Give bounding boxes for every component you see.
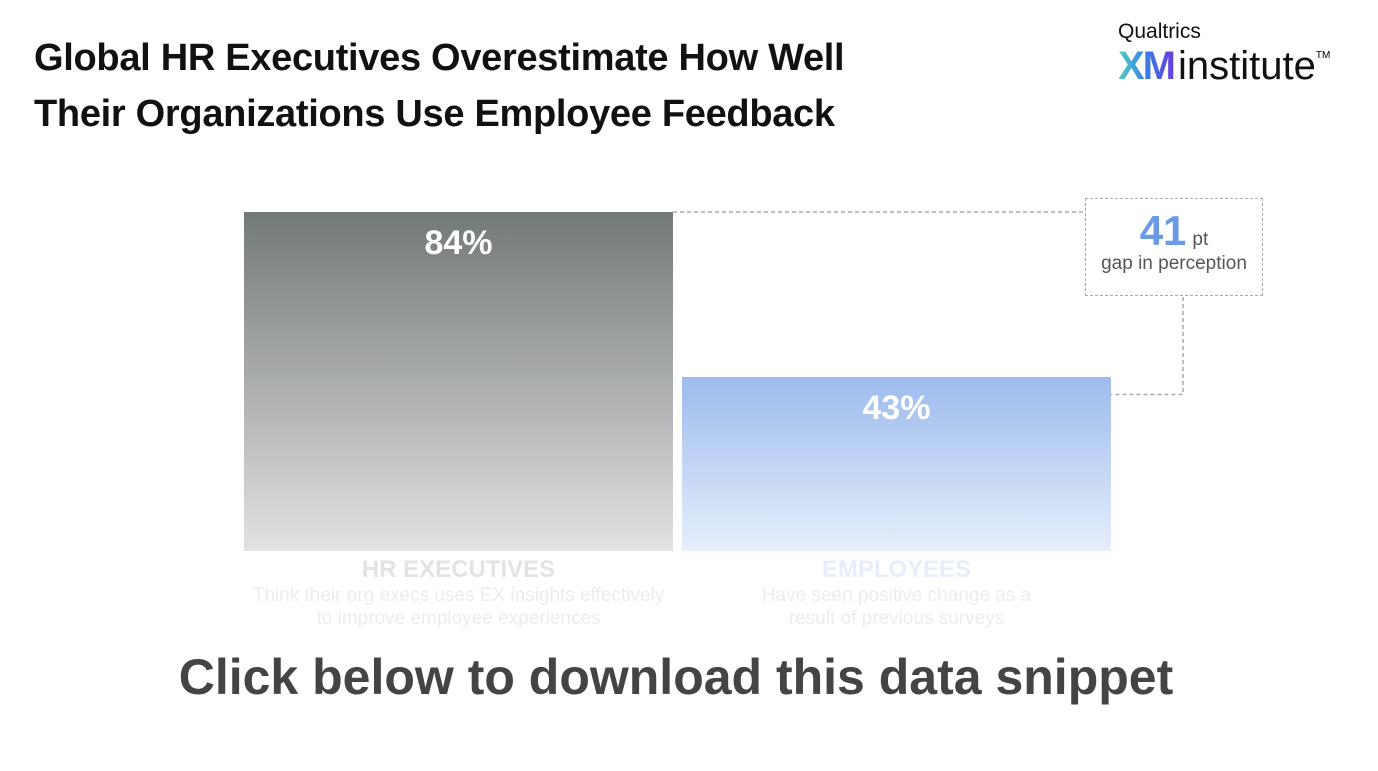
logo-institute: institute (1178, 44, 1316, 88)
gap-annotation: 41 pt gap in perception (1085, 198, 1263, 296)
gap-value: 41 (1139, 207, 1187, 254)
logo-xm: XM (1118, 44, 1176, 88)
category-label: HR EXECUTIVES (361, 556, 556, 583)
xm-institute-logo: Qualtrics XM instituteTM (1118, 20, 1330, 89)
title-line-2: Their Organizations Use Employee Feedbac… (34, 93, 835, 135)
gap-unit: pt (1192, 229, 1209, 250)
logo-tm: TM (1315, 50, 1331, 61)
title-line-1: Global HR Executives Overestimate How We… (34, 37, 845, 79)
category-label: EMPLOYEES (821, 556, 972, 583)
bar-hr-executives: 84% (244, 211, 673, 551)
gap-connector-line (1111, 297, 1184, 396)
category-description: Have seen positive change as a result of… (761, 585, 1032, 629)
logo-brand: Qualtrics (1118, 20, 1201, 43)
bar-value-label: 84% (424, 223, 493, 262)
category-employees: EMPLOYEES Have seen positive change as a… (682, 556, 1111, 630)
bar-value-label: 43% (862, 389, 931, 428)
category-description: Think their org execs uses EX insights e… (252, 585, 665, 629)
gap-label: gap in perception (1101, 253, 1247, 274)
download-cta: Click below to download this data snippe… (178, 649, 1174, 705)
category-hr-executives: HR EXECUTIVES Think their org execs uses… (244, 556, 673, 630)
page-title: Global HR Executives Overestimate How We… (34, 30, 845, 142)
bar-employees: 43% (682, 377, 1111, 551)
